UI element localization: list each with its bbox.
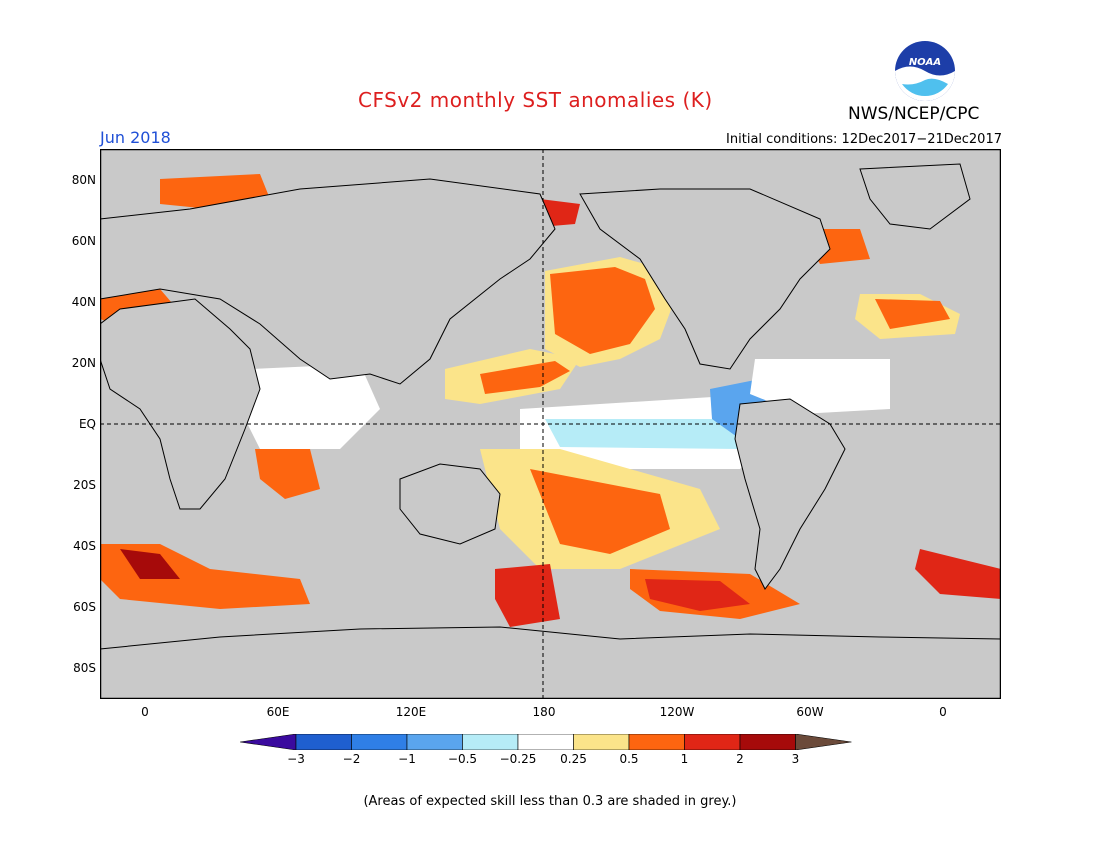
colorbar-tick-label: 0.5 (619, 752, 639, 766)
warm-anomaly-south-indian (255, 449, 320, 499)
antarctica-landmass (100, 626, 1001, 699)
colorbar-segments (240, 734, 852, 750)
colorbar-segment (351, 734, 408, 750)
colorbar-segment (684, 734, 741, 750)
warm-anomaly-south-indian-core (120, 549, 180, 579)
lon-label-60e: 60E (266, 705, 290, 719)
lon-label-120e: 120E (395, 705, 427, 719)
lat-label-20n: 20N (71, 356, 96, 370)
lat-label-60s: 60S (73, 600, 96, 614)
colorbar-segment (462, 734, 519, 750)
chart-title: CFSv2 monthly SST anomalies (K) (358, 88, 713, 112)
lat-label-eq: EQ (78, 417, 96, 431)
colorbar-tick-label: 0.25 (560, 752, 587, 766)
noaa-logo: NOAA (895, 41, 955, 101)
australia-landmass (399, 463, 501, 545)
warm-anomaly-southern-ocean-pacific-core (645, 579, 750, 611)
colorbar-right-arrow (795, 734, 852, 750)
lon-label-0: 0 (141, 705, 149, 719)
continents (100, 163, 1001, 699)
colorbar-segment (517, 734, 574, 750)
warm-anomaly-gulf-stream (875, 299, 950, 329)
colorbar-segment (573, 734, 630, 750)
lon-label-120w: 120W (659, 705, 695, 719)
colorbar-tick-label: −2 (342, 752, 361, 766)
colorbar-tick-label: −1 (398, 752, 416, 766)
eurasia-landmass (100, 178, 556, 385)
target-month: Jun 2018 (100, 128, 171, 147)
colorbar-left-arrow (240, 734, 297, 750)
sst-anomaly-map (100, 149, 1001, 699)
lat-label-80s: 80S (73, 661, 96, 675)
colorbar-segment (739, 734, 796, 750)
cool-anomaly-tropical-pacific (545, 419, 740, 449)
colorbar-tick-label: −0.25 (499, 752, 537, 766)
lon-label-60w: 60W (796, 705, 824, 719)
colorbar-tick-label: 2 (736, 752, 744, 766)
warm-anomaly-agulhas (915, 549, 1001, 599)
colorbar-tick-label: −3 (287, 752, 305, 766)
lat-label-80n: 80N (71, 173, 96, 187)
lon-label-180: 180 (532, 705, 556, 719)
lon-label-0-east: 0 (939, 705, 947, 719)
neutral-indian-ocean (240, 364, 380, 449)
africa-landmass (100, 298, 261, 510)
north-america-landmass (579, 188, 831, 370)
warm-anomaly-kuroshio-core (480, 361, 570, 394)
colorbar-tick-label: −0.5 (447, 752, 478, 766)
warm-anomaly-south-pacific-core (530, 469, 670, 554)
warm-anomaly-north-pacific-core (550, 267, 655, 354)
lat-label-20s: 20S (73, 478, 96, 492)
colorbar-tick-label: 1 (680, 752, 689, 766)
lat-label-40s: 40S (73, 539, 96, 553)
map-frame (100, 149, 1001, 699)
warm-anomaly-tasman (495, 564, 560, 627)
colorbar-segment (295, 734, 352, 750)
colorbar (240, 734, 852, 750)
lat-label-40n: 40N (71, 295, 96, 309)
anomaly-patches (100, 174, 1001, 627)
lat-label-60n: 60N (71, 234, 96, 248)
greenland-landmass (859, 163, 971, 230)
agency-label: NWS/NCEP/CPC (848, 104, 980, 124)
initial-conditions: Initial conditions: 12Dec2017−21Dec2017 (726, 132, 1002, 147)
colorbar-segment (628, 734, 685, 750)
colorbar-tick-label: 3 (791, 752, 800, 766)
logo-text: NOAA (909, 57, 941, 68)
colorbar-segment (406, 734, 463, 750)
skill-note: (Areas of expected skill less than 0.3 a… (363, 794, 737, 809)
